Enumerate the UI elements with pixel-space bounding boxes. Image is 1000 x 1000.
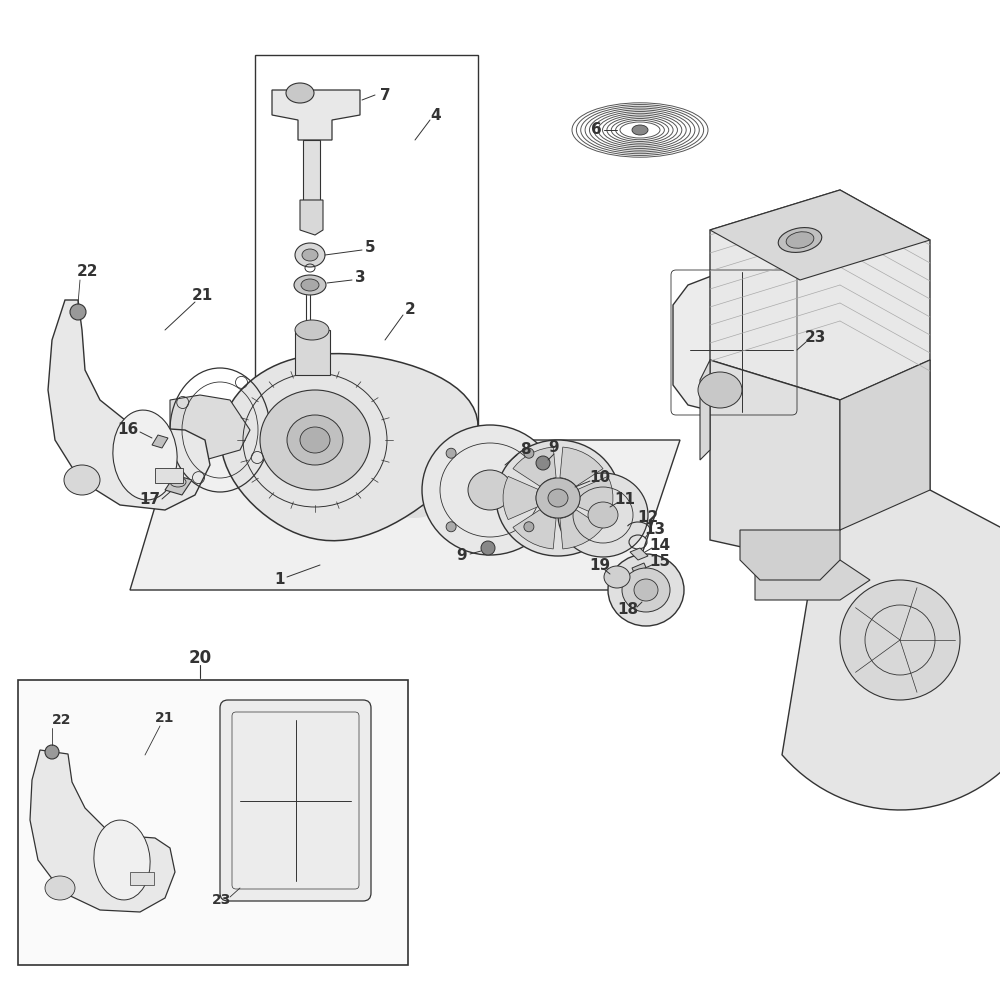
- Polygon shape: [755, 560, 870, 600]
- Circle shape: [524, 522, 534, 532]
- Ellipse shape: [608, 554, 684, 626]
- Polygon shape: [300, 200, 323, 235]
- Polygon shape: [303, 140, 320, 200]
- Polygon shape: [152, 435, 168, 448]
- Text: 21: 21: [155, 711, 175, 725]
- Polygon shape: [560, 510, 603, 549]
- Text: 17: 17: [139, 492, 161, 508]
- Ellipse shape: [698, 372, 742, 408]
- Polygon shape: [48, 300, 210, 510]
- Text: 23: 23: [212, 893, 232, 907]
- Polygon shape: [840, 360, 930, 530]
- Polygon shape: [221, 354, 478, 541]
- Ellipse shape: [94, 820, 150, 900]
- Ellipse shape: [422, 425, 558, 555]
- FancyBboxPatch shape: [220, 700, 371, 901]
- Text: 9: 9: [457, 548, 467, 562]
- Circle shape: [446, 522, 456, 532]
- Polygon shape: [630, 548, 648, 560]
- Text: 20: 20: [188, 649, 212, 667]
- Ellipse shape: [294, 275, 326, 295]
- Polygon shape: [165, 475, 192, 495]
- Bar: [18, 680, 408, 965]
- Text: 3: 3: [355, 270, 365, 286]
- Circle shape: [45, 745, 59, 759]
- Ellipse shape: [634, 579, 658, 601]
- Polygon shape: [560, 447, 603, 486]
- Text: 1: 1: [275, 572, 285, 587]
- Text: 10: 10: [589, 471, 611, 486]
- Ellipse shape: [45, 876, 75, 900]
- Text: 9: 9: [549, 440, 559, 456]
- Ellipse shape: [300, 427, 330, 453]
- Text: 11: 11: [614, 492, 636, 508]
- Polygon shape: [170, 395, 250, 460]
- Text: 4: 4: [431, 107, 441, 122]
- Text: 14: 14: [649, 538, 671, 552]
- Ellipse shape: [64, 465, 100, 495]
- Ellipse shape: [604, 566, 630, 588]
- Polygon shape: [740, 530, 840, 580]
- Polygon shape: [130, 440, 680, 590]
- Polygon shape: [632, 563, 648, 577]
- Polygon shape: [503, 476, 538, 520]
- Polygon shape: [513, 510, 556, 549]
- Text: 2: 2: [405, 302, 415, 318]
- Ellipse shape: [632, 125, 648, 135]
- Text: 8: 8: [520, 442, 530, 458]
- Ellipse shape: [588, 502, 618, 528]
- Text: GPRS: GPRS: [387, 471, 573, 530]
- Polygon shape: [710, 190, 930, 400]
- Circle shape: [536, 456, 550, 470]
- Bar: [130, 872, 154, 885]
- Text: 23: 23: [804, 330, 826, 346]
- Bar: [155, 468, 183, 483]
- Circle shape: [481, 541, 495, 555]
- Polygon shape: [30, 750, 175, 912]
- Text: 5: 5: [365, 240, 375, 255]
- Text: 7: 7: [380, 88, 390, 103]
- Ellipse shape: [786, 232, 814, 248]
- Ellipse shape: [286, 83, 314, 103]
- Polygon shape: [272, 90, 360, 140]
- Ellipse shape: [778, 228, 822, 252]
- Polygon shape: [578, 476, 613, 520]
- Polygon shape: [782, 360, 1000, 810]
- Text: 19: 19: [589, 558, 611, 572]
- Polygon shape: [700, 360, 710, 460]
- Bar: [295, 330, 330, 375]
- Text: 22: 22: [77, 264, 99, 279]
- Ellipse shape: [548, 489, 568, 507]
- Polygon shape: [673, 265, 795, 418]
- Ellipse shape: [301, 279, 319, 291]
- Ellipse shape: [113, 410, 177, 500]
- Circle shape: [840, 580, 960, 700]
- Ellipse shape: [287, 415, 343, 465]
- Text: 15: 15: [649, 554, 671, 570]
- Ellipse shape: [302, 249, 318, 261]
- Ellipse shape: [295, 320, 329, 340]
- Ellipse shape: [260, 390, 370, 490]
- Text: 12: 12: [637, 510, 659, 524]
- Circle shape: [446, 448, 456, 458]
- Text: 18: 18: [617, 602, 639, 617]
- Text: 6: 6: [591, 122, 601, 137]
- Polygon shape: [710, 360, 840, 560]
- Text: 16: 16: [117, 422, 139, 438]
- Polygon shape: [710, 190, 930, 280]
- Text: 21: 21: [191, 288, 213, 302]
- Text: 13: 13: [644, 522, 666, 538]
- Ellipse shape: [558, 473, 648, 557]
- Circle shape: [70, 304, 86, 320]
- Text: 22: 22: [52, 713, 72, 727]
- Circle shape: [524, 448, 534, 458]
- Polygon shape: [513, 447, 556, 486]
- Ellipse shape: [536, 478, 580, 518]
- Ellipse shape: [496, 440, 620, 556]
- Ellipse shape: [468, 470, 512, 510]
- Ellipse shape: [295, 243, 325, 267]
- Ellipse shape: [622, 568, 670, 612]
